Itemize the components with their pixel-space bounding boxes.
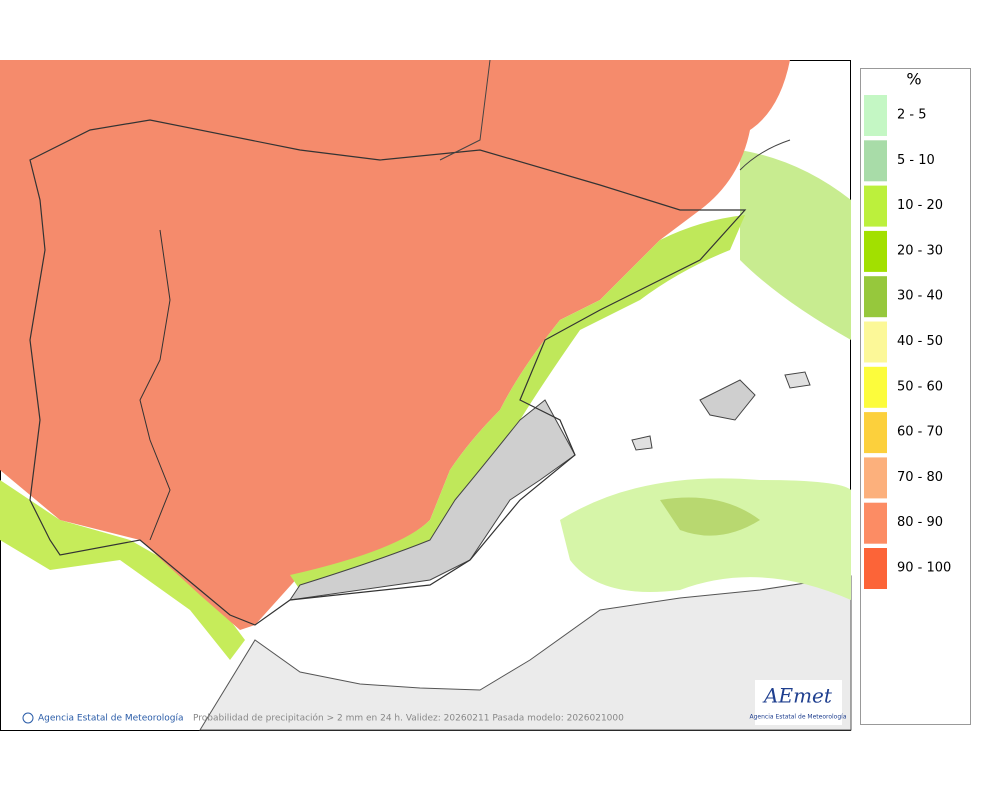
legend-swatch — [864, 457, 887, 499]
legend-label: 90 - 100 — [897, 561, 951, 576]
legend-swatch — [864, 366, 887, 408]
legend-title: % — [906, 70, 921, 89]
legend-swatch — [864, 95, 887, 136]
caption: Probabilidad de precipitación > 2 mm en … — [193, 713, 624, 724]
legend-label: 60 - 70 — [897, 425, 943, 440]
legend-label: 50 - 60 — [897, 379, 943, 394]
precip-area — [290, 215, 745, 590]
legend-label: 30 - 40 — [897, 289, 943, 304]
legend-label: 2 - 5 — [897, 108, 927, 123]
precip-area — [0, 480, 245, 660]
coastline — [439, 59, 491, 161]
legend-label: 80 - 90 — [897, 515, 943, 530]
legend-swatch — [864, 548, 887, 589]
legend-label: 10 - 20 — [897, 198, 943, 213]
legend-swatch — [864, 502, 887, 544]
coastline — [739, 139, 791, 171]
legend-label: 5 - 10 — [897, 153, 935, 168]
precip-area — [740, 150, 851, 340]
legend-label: 20 - 30 — [897, 243, 943, 258]
legend-label: 70 - 80 — [897, 470, 943, 485]
island — [631, 435, 653, 451]
logo-subtitle: Agencia Estatal de Meteorología — [750, 714, 847, 721]
legend-swatch — [864, 321, 887, 363]
footer-credit: Agencia Estatal de Meteorología — [38, 714, 184, 724]
high-probability-area — [0, 60, 790, 630]
legend-swatch — [864, 140, 887, 182]
copyright-icon — [22, 712, 34, 724]
border — [139, 229, 171, 541]
legend-swatch — [864, 185, 887, 227]
island — [699, 379, 756, 421]
precip-area — [560, 478, 851, 600]
legend-items: 2 - 5 5 - 10 10 - 20 20 - 30 30 - 40 40 - 50 5… — [864, 95, 951, 589]
coastline — [29, 119, 747, 626]
legend-swatch — [864, 276, 887, 318]
precip-area — [660, 497, 760, 536]
legend-swatch — [864, 230, 887, 272]
logo: AEmet — [762, 684, 833, 708]
island — [784, 371, 811, 389]
logo-box — [755, 680, 842, 725]
legend-label: 40 - 50 — [897, 334, 943, 349]
legend-swatch — [864, 412, 887, 454]
